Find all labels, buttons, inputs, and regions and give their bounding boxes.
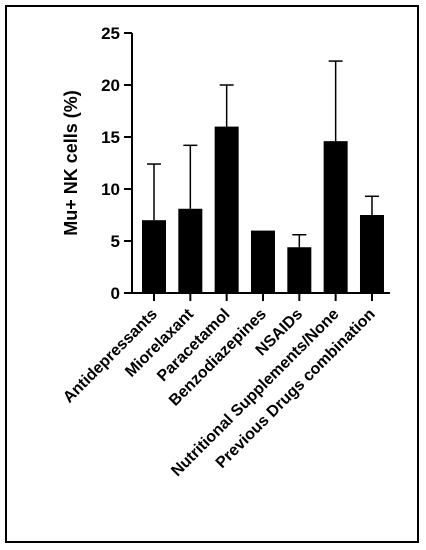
error-bars [147,60,379,248]
bar [250,230,275,293]
y-tick-labels: 0 5 10 15 20 25 [101,24,120,303]
y-axis-title: Mu+ NK cells (%) [61,90,81,236]
y-tick-label: 25 [101,24,120,43]
y-tick-label: 5 [111,232,120,251]
y-tick-label: 0 [111,284,120,303]
chart-frame [5,5,419,543]
bar [214,126,239,293]
bars [142,126,384,293]
y-tick-label: 15 [101,128,120,147]
y-tick-label: 10 [101,180,120,199]
bar [323,141,348,293]
bar [142,220,166,293]
y-tick-label: 20 [101,76,120,95]
x-tick-labels: AntidepressantsMiorelaxantParacetamolBen… [60,305,379,480]
bar [178,208,203,293]
bar [359,215,384,293]
bar [287,247,312,293]
